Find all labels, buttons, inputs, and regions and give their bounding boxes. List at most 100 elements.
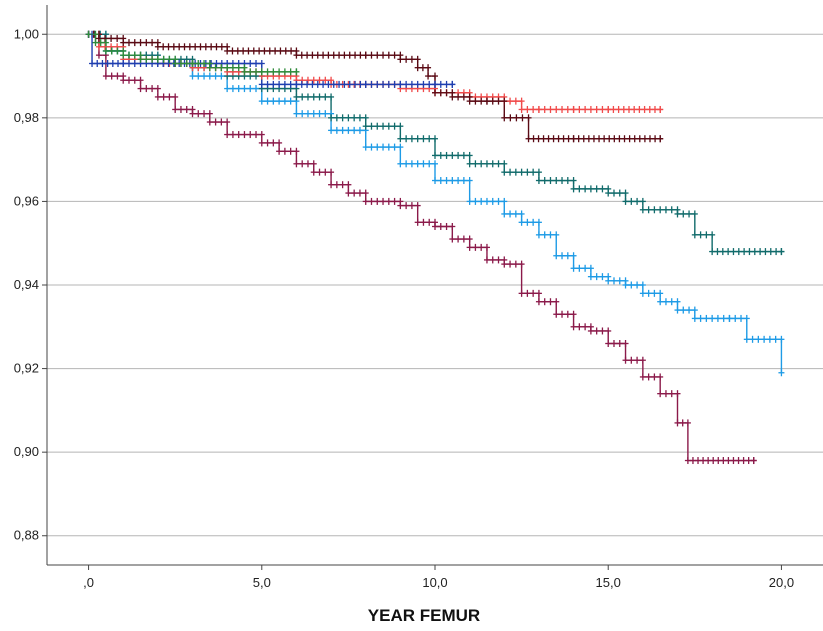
y-tick-label: 0,88 [14,528,39,543]
censor-mark [437,177,444,185]
censor-mark [357,80,364,88]
censor-mark [585,135,592,143]
censor-mark [773,248,780,256]
censor-mark [258,131,265,139]
censor-mark [258,97,265,105]
censor-mark [466,160,473,168]
censor-mark [299,160,306,168]
censor-mark [455,93,462,101]
censor-mark [325,51,332,59]
censor-mark [192,43,199,51]
censor-mark [304,76,311,84]
censor-mark [726,314,733,322]
censor-mark [550,135,557,143]
censor-mark [495,97,502,105]
censor-mark [559,177,566,185]
censor-mark [512,168,519,176]
censor-mark [213,43,220,51]
censor-mark [403,160,410,168]
censor-mark [166,93,173,101]
censor-mark [570,185,577,193]
censor-mark [114,72,121,80]
censor-mark [234,47,241,55]
censor-mark [535,218,542,226]
censor-mark [102,47,109,55]
gridlines [47,33,823,537]
censor-mark [662,298,669,306]
censor-mark [253,131,260,139]
censor-mark [495,256,502,264]
censor-mark [189,110,196,118]
censor-mark [314,80,321,88]
censor-mark [212,64,219,72]
censor-mark [518,218,525,226]
censor-mark [218,118,225,126]
censor-mark [657,373,664,381]
censor-mark [425,72,432,80]
censor-mark [680,210,687,218]
censor-mark [336,80,343,88]
censor-mark [154,43,161,51]
censor-mark [524,105,531,113]
censor-mark [304,160,311,168]
censor-mark [559,310,566,318]
censor-mark [264,97,271,105]
censor-mark [247,68,254,76]
censor-mark [270,68,277,76]
censor-mark [530,135,537,143]
censor-mark [92,39,99,47]
censor-mark [374,143,381,151]
censor-mark [316,93,323,101]
censor-mark [414,55,421,63]
censor-mark [277,47,284,55]
censor-mark [639,289,646,297]
x-tick-label: 10,0 [422,575,447,590]
censor-mark [160,55,167,63]
censor-mark [466,197,473,205]
censor-mark [95,43,102,51]
censor-mark [322,93,329,101]
censor-mark [593,273,600,281]
censor-mark [314,51,321,59]
censor-mark [455,151,462,159]
censor-mark [668,390,675,398]
censor-mark [443,222,450,230]
censor-mark [408,202,415,210]
censor-mark [710,457,717,465]
censor-mark [455,177,462,185]
censor-mark [478,197,485,205]
censor-mark [472,243,479,251]
censor-mark [512,210,519,218]
censor-mark [547,177,554,185]
censor-mark [403,135,410,143]
censor-mark [356,126,363,134]
censor-mark [120,39,127,47]
censor-mark [310,76,317,84]
censor-mark [235,85,242,93]
censor-mark [125,51,132,59]
censor-mark [559,105,566,113]
censor-mark [524,218,531,226]
censor-mark [616,189,623,197]
censor-mark [218,72,225,80]
censor-mark [524,168,531,176]
censor-mark [206,72,213,80]
censor-mark [547,298,554,306]
censor-mark [535,177,542,185]
y-tick-label: 0,92 [14,361,39,376]
censor-mark [518,210,525,218]
censor-mark [535,105,542,113]
censor-mark [299,110,306,118]
censor-mark [703,314,710,322]
censor-mark [293,68,300,76]
censor-mark [426,80,433,88]
censor-mark [380,143,387,151]
censor-mark [181,43,188,51]
censor-mark [657,390,664,398]
censor-mark [668,206,675,214]
censor-mark [622,356,629,364]
censor-mark [645,373,652,381]
censor-mark [432,222,438,230]
censor-mark [553,310,560,318]
